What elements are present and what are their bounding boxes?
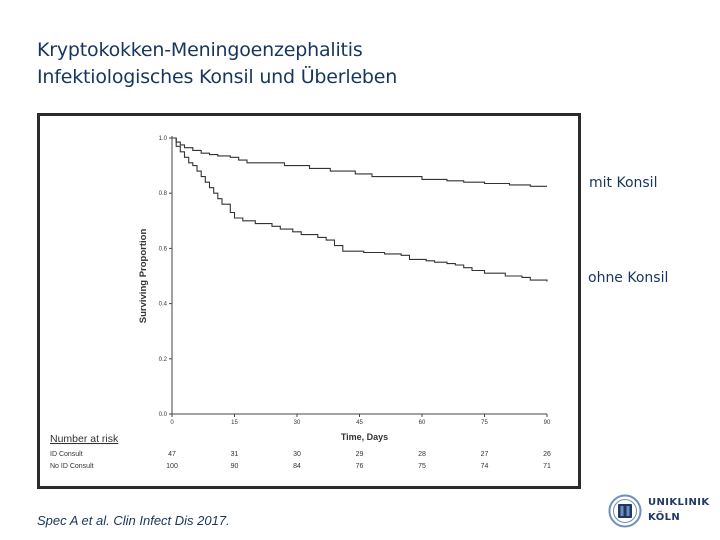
risk-table-title: Number at risk [50, 433, 119, 445]
logo-text: UNIKLINIK KÖLN [648, 495, 710, 525]
risk-value: 90 [231, 463, 239, 470]
x-tick-label: 60 [419, 420, 426, 426]
y-tick-label: 0.6 [159, 246, 168, 252]
slide-title-line2: Infektiologisches Konsil und Überleben [37, 66, 398, 88]
x-tick-label: 75 [481, 420, 488, 426]
risk-value: 71 [543, 463, 551, 470]
risk-value: 75 [418, 463, 426, 470]
series-line-id-consult [172, 137, 547, 187]
slide-title-line1: Kryptokokken-Meningoenzephalitis [37, 39, 363, 61]
y-tick-label: 0.0 [159, 412, 168, 418]
risk-value: 47 [168, 451, 176, 458]
x-tick-label: 90 [544, 420, 551, 426]
risk-value: 100 [166, 463, 178, 470]
risk-value: 30 [293, 451, 301, 458]
survival-curves [172, 137, 548, 282]
chart-axes [171, 136, 547, 415]
uniklinik-logo: UNIKLINIK KÖLN [604, 491, 714, 531]
citation: Spec A et al. Clin Infect Dis 2017. [37, 513, 230, 528]
risk-value: 76 [356, 463, 364, 470]
risk-value: 28 [418, 451, 426, 458]
risk-value: 74 [481, 463, 489, 470]
risk-value: 31 [231, 451, 239, 458]
risk-value: 84 [293, 463, 301, 470]
risk-value: 29 [356, 451, 364, 458]
risk-row-label: No ID Consult [50, 463, 94, 470]
y-tick-label: 0.4 [159, 302, 168, 308]
university-seal-icon [608, 494, 642, 528]
x-tick-label: 15 [231, 420, 238, 426]
risk-value: 27 [481, 451, 489, 458]
risk-value: 26 [543, 451, 551, 458]
x-tick-label: 30 [294, 420, 301, 426]
kaplan-meier-chart: 0.0 0.2 0.4 0.6 0.8 1.0 0 15 30 45 60 75 90 Survivi… [50, 136, 551, 470]
y-tick-label: 0.2 [159, 357, 168, 363]
y-tick-label: 1.0 [159, 136, 168, 142]
logo-line1: UNIKLINIK [648, 497, 710, 508]
y-axis-ticks: 0.0 0.2 0.4 0.6 0.8 1.0 [159, 136, 172, 418]
label-without-consult: ohne Konsil [588, 270, 669, 286]
risk-table: Number at risk ID Consult 47 31 30 29 28 27 26 No… [50, 433, 551, 470]
series-line-no-id-consult [172, 137, 548, 282]
slide-title: Kryptokokken-Meningoenzephalitis Infekti… [37, 37, 557, 91]
x-axis-label: Time, Days [341, 432, 388, 442]
label-with-consult: mit Konsil [589, 175, 658, 191]
x-tick-label: 45 [356, 420, 363, 426]
x-axis-ticks: 0 15 30 45 60 75 90 [170, 414, 551, 426]
logo-line2: KÖLN [648, 512, 681, 523]
x-tick-label: 0 [170, 420, 174, 426]
chart-frame: 0.0 0.2 0.4 0.6 0.8 1.0 0 15 30 45 60 75 90 Survivi… [37, 113, 581, 489]
y-tick-label: 0.8 [159, 191, 168, 197]
y-axis-label: Surviving Proportion [138, 229, 149, 324]
risk-row-label: ID Consult [50, 451, 83, 458]
